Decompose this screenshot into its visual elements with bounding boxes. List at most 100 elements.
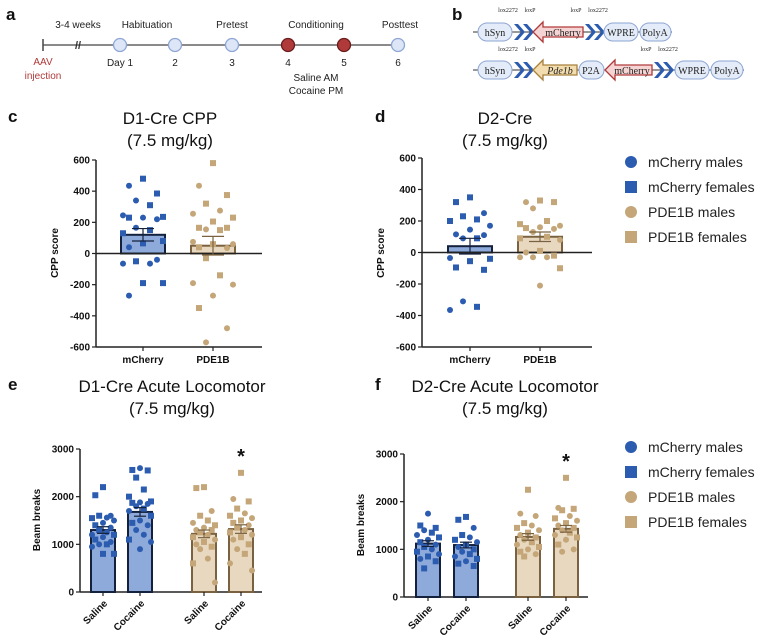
- point-female: [120, 230, 126, 237]
- point-female: [470, 546, 477, 553]
- y-tick-label: 0: [392, 593, 398, 604]
- y-tick-label: 1000: [376, 545, 399, 556]
- y-tick-label: 400: [399, 185, 416, 196]
- point-female: [528, 539, 535, 546]
- point-female: [210, 160, 216, 167]
- point-male: [133, 197, 139, 204]
- legend-circle-icon: [625, 156, 637, 168]
- legend-item-label: mCherry females: [648, 179, 755, 195]
- y-tick-label: 2000: [376, 497, 399, 508]
- point-female: [570, 505, 577, 512]
- point-female: [129, 519, 136, 526]
- point-male: [190, 238, 196, 245]
- panel-label-a: a: [6, 5, 16, 24]
- site-label: loxP: [524, 8, 536, 14]
- point-male: [147, 260, 153, 267]
- point-male: [190, 210, 196, 217]
- point-male: [455, 543, 462, 550]
- point-male: [436, 551, 442, 558]
- point-male: [566, 512, 573, 519]
- point-female: [208, 527, 215, 534]
- point-male: [133, 224, 139, 231]
- point-male: [557, 236, 563, 243]
- point-male: [196, 182, 202, 189]
- day-label: 5: [341, 58, 347, 69]
- legend-square-icon: [625, 181, 637, 193]
- point-female: [160, 238, 166, 245]
- point-female: [196, 305, 202, 312]
- point-female: [238, 517, 244, 524]
- point-male: [230, 241, 236, 248]
- site-label: lox2272: [658, 47, 678, 53]
- y-tick-label: 600: [73, 156, 90, 167]
- point-female: [160, 280, 166, 287]
- point-female: [133, 258, 139, 265]
- x-tick-label: mCherry: [122, 355, 164, 366]
- point-male: [523, 199, 529, 206]
- site-label: lox2272: [588, 8, 608, 14]
- legend-square-icon: [625, 466, 637, 478]
- chart-d-ylabel: CPP score: [376, 228, 387, 278]
- x-tick-label: Saline: [407, 603, 436, 632]
- point-female: [474, 216, 480, 223]
- point-male: [470, 524, 477, 531]
- legend-item-label: PDE1B males: [648, 204, 735, 220]
- significance-marker: *: [562, 451, 570, 473]
- day-label: 2: [172, 58, 178, 69]
- phase-habituation: Habituation: [122, 20, 173, 31]
- point-male: [190, 280, 196, 287]
- panel-label-e: e: [8, 375, 17, 394]
- legend-top: mCherry males mCherry females PDE1B males P…: [625, 154, 755, 245]
- point-female: [421, 565, 428, 572]
- point-female: [230, 519, 237, 526]
- point-female: [227, 529, 233, 536]
- y-tick-label: -200: [70, 280, 90, 291]
- point-male: [203, 226, 209, 233]
- point-male: [563, 536, 569, 543]
- significance-marker: *: [237, 446, 245, 468]
- point-female: [525, 486, 531, 493]
- pde1b-arrow: [532, 58, 578, 82]
- chart-c-title: D1-Cre CPP: [123, 109, 217, 128]
- point-female: [570, 524, 577, 531]
- point-female: [487, 255, 493, 262]
- conditioning-note-1: Saline AM: [293, 73, 338, 84]
- point-male: [249, 567, 255, 574]
- point-male: [421, 527, 428, 534]
- phase-conditioning: Conditioning: [288, 20, 344, 31]
- point-male: [459, 548, 466, 555]
- point-female: [201, 538, 207, 545]
- day-label: 3: [229, 58, 235, 69]
- point-female: [190, 534, 196, 541]
- point-female: [126, 493, 132, 500]
- point-female: [517, 548, 524, 555]
- legend-item-label: PDE1B females: [648, 229, 747, 245]
- point-female: [525, 529, 531, 536]
- lox-site-icon: [514, 62, 534, 78]
- site-label: loxP: [570, 8, 582, 14]
- x-tick-label: Cocaine: [438, 603, 474, 639]
- point-female: [514, 524, 520, 531]
- point-female: [552, 515, 558, 522]
- point-male: [126, 182, 132, 189]
- promoter-hsyn: hSyn: [485, 28, 506, 39]
- point-female: [133, 474, 140, 481]
- y-tick-label: 0: [68, 588, 74, 599]
- point-male: [517, 254, 523, 261]
- point-female: [521, 520, 528, 527]
- point-male: [144, 522, 151, 529]
- chart-d-title: D2-Cre: [478, 109, 533, 128]
- legend-circle-icon: [625, 441, 637, 453]
- y-tick-label: 3000: [376, 450, 399, 461]
- chart-c-ylabel: CPP score: [50, 228, 61, 278]
- chart-f-subtitle: (7.5 mg/kg): [462, 399, 548, 418]
- point-male: [148, 538, 154, 545]
- day-marker-icon: [336, 37, 352, 53]
- point-male: [528, 522, 535, 529]
- point-male: [140, 531, 147, 538]
- point-male: [481, 232, 487, 239]
- gap-label: 3-4 weeks: [55, 20, 101, 31]
- point-female: [103, 541, 110, 548]
- point-male: [525, 546, 531, 553]
